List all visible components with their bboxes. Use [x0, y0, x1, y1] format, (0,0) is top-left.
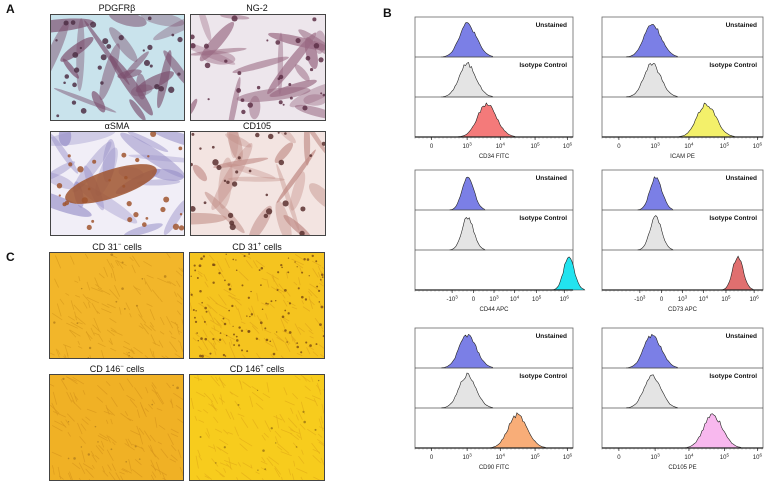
title-text: CD 31 [92, 242, 118, 252]
svg-text:Unstained: Unstained [726, 175, 757, 182]
svg-text:Unstained: Unstained [536, 175, 567, 182]
svg-text:ICAM PE: ICAM PE [670, 154, 695, 160]
svg-text:Isotype Control: Isotype Control [709, 62, 757, 69]
svg-text:0: 0 [472, 297, 476, 303]
svg-text:103: 103 [651, 453, 661, 462]
title-sup: − [117, 242, 122, 248]
svg-text:Isotype Control: Isotype Control [709, 215, 757, 222]
svg-text:103: 103 [678, 295, 688, 304]
title-suffix: cells [123, 364, 145, 374]
panel-c-title-1: CD 31− cells [49, 240, 185, 252]
svg-text:104: 104 [684, 453, 694, 462]
svg-text:105: 105 [530, 453, 540, 462]
panel-a-title-3: αSMA [104, 121, 130, 131]
title-sup: − [120, 364, 124, 370]
svg-text:0: 0 [617, 455, 621, 461]
svg-text:106: 106 [563, 142, 573, 151]
title-text: CD 31 [232, 242, 258, 252]
svg-text:103: 103 [463, 142, 473, 151]
histogram-cd73-apc: Unstained Isotype Control -103 0 103 104 105 10… [601, 169, 764, 320]
micrograph-pdgfrb [50, 14, 185, 121]
svg-text:105: 105 [532, 295, 542, 304]
histogram-cd105-pe: Unstained Isotype Control 0 103 104 105 106 CD1… [601, 327, 764, 478]
svg-text:0: 0 [430, 455, 434, 461]
svg-text:Unstained: Unstained [726, 333, 757, 340]
panel-c-title-4: CD 146+ cells [189, 362, 325, 374]
svg-text:106: 106 [563, 453, 573, 462]
svg-text:CD44 APC: CD44 APC [479, 307, 509, 313]
svg-text:103: 103 [463, 453, 473, 462]
panel-a-title-2: NG-2 [246, 3, 268, 13]
svg-text:0: 0 [430, 144, 434, 150]
svg-text:Isotype Control: Isotype Control [519, 215, 567, 222]
svg-text:104: 104 [496, 453, 506, 462]
histogram-cd34-fitc: Unstained Isotype Control 0 103 104 105 106 CD3… [414, 16, 574, 167]
svg-text:Isotype Control: Isotype Control [519, 62, 567, 69]
svg-text:103: 103 [651, 142, 661, 151]
svg-text:-103: -103 [447, 295, 459, 304]
svg-text:CD90 FITC: CD90 FITC [479, 465, 510, 471]
title-sup: + [260, 364, 264, 370]
svg-text:Unstained: Unstained [536, 333, 567, 340]
svg-text:104: 104 [699, 295, 709, 304]
culture-cd146-negative [49, 374, 184, 481]
svg-text:106: 106 [560, 295, 570, 304]
title-text: CD 146 [229, 364, 261, 374]
svg-text:104: 104 [496, 142, 506, 151]
svg-text:0: 0 [660, 297, 664, 303]
svg-text:CD105 PE: CD105 PE [668, 465, 696, 471]
svg-text:106: 106 [750, 295, 760, 304]
title-suffix: cells [121, 242, 142, 252]
svg-text:Isotype Control: Isotype Control [519, 373, 567, 380]
svg-text:106: 106 [753, 142, 763, 151]
panel-letter-c: C [6, 250, 15, 264]
title-suffix: cells [263, 364, 285, 374]
svg-text:103: 103 [489, 295, 499, 304]
micrograph-ng2 [190, 14, 326, 121]
panel-letter-a: A [6, 2, 15, 16]
svg-text:105: 105 [721, 295, 731, 304]
histogram-cd44-apc: Unstained Isotype Control -103 0 103 104 105 10… [414, 169, 586, 320]
svg-text:104: 104 [510, 295, 520, 304]
title-sup: + [257, 242, 262, 248]
panel-c-title-2: CD 31+ cells [189, 240, 325, 252]
histogram-cd90-fitc: Unstained Isotype Control 0 103 104 105 106 CD9… [414, 327, 574, 478]
micrograph-asma [50, 131, 185, 236]
svg-text:Isotype Control: Isotype Control [709, 373, 757, 380]
title-text: CD 146 [89, 364, 121, 374]
svg-text:106: 106 [753, 453, 763, 462]
svg-text:-103: -103 [634, 295, 646, 304]
svg-text:104: 104 [684, 142, 694, 151]
culture-cd31-positive [189, 252, 325, 359]
panel-a-title-4: CD105 [242, 121, 271, 131]
culture-cd31-negative [49, 252, 184, 359]
svg-text:0: 0 [617, 144, 621, 150]
svg-text:105: 105 [530, 142, 540, 151]
svg-text:CD73 APC: CD73 APC [668, 307, 698, 313]
culture-cd146-positive [189, 374, 325, 481]
panel-letter-b: B [383, 6, 392, 20]
svg-text:CD34 FITC: CD34 FITC [479, 154, 510, 160]
svg-text:Unstained: Unstained [726, 22, 757, 29]
panel-a-title-1: PDGFRβ [98, 3, 136, 13]
panel-c-title-3: CD 146− cells [49, 362, 185, 374]
svg-text:Unstained: Unstained [536, 22, 567, 29]
svg-text:105: 105 [720, 142, 730, 151]
micrograph-cd105 [190, 131, 326, 236]
title-suffix: cells [261, 242, 282, 252]
svg-text:105: 105 [720, 453, 730, 462]
histogram-icam-pe: Unstained Isotype Control 0 103 104 105 106 ICA… [601, 16, 764, 167]
